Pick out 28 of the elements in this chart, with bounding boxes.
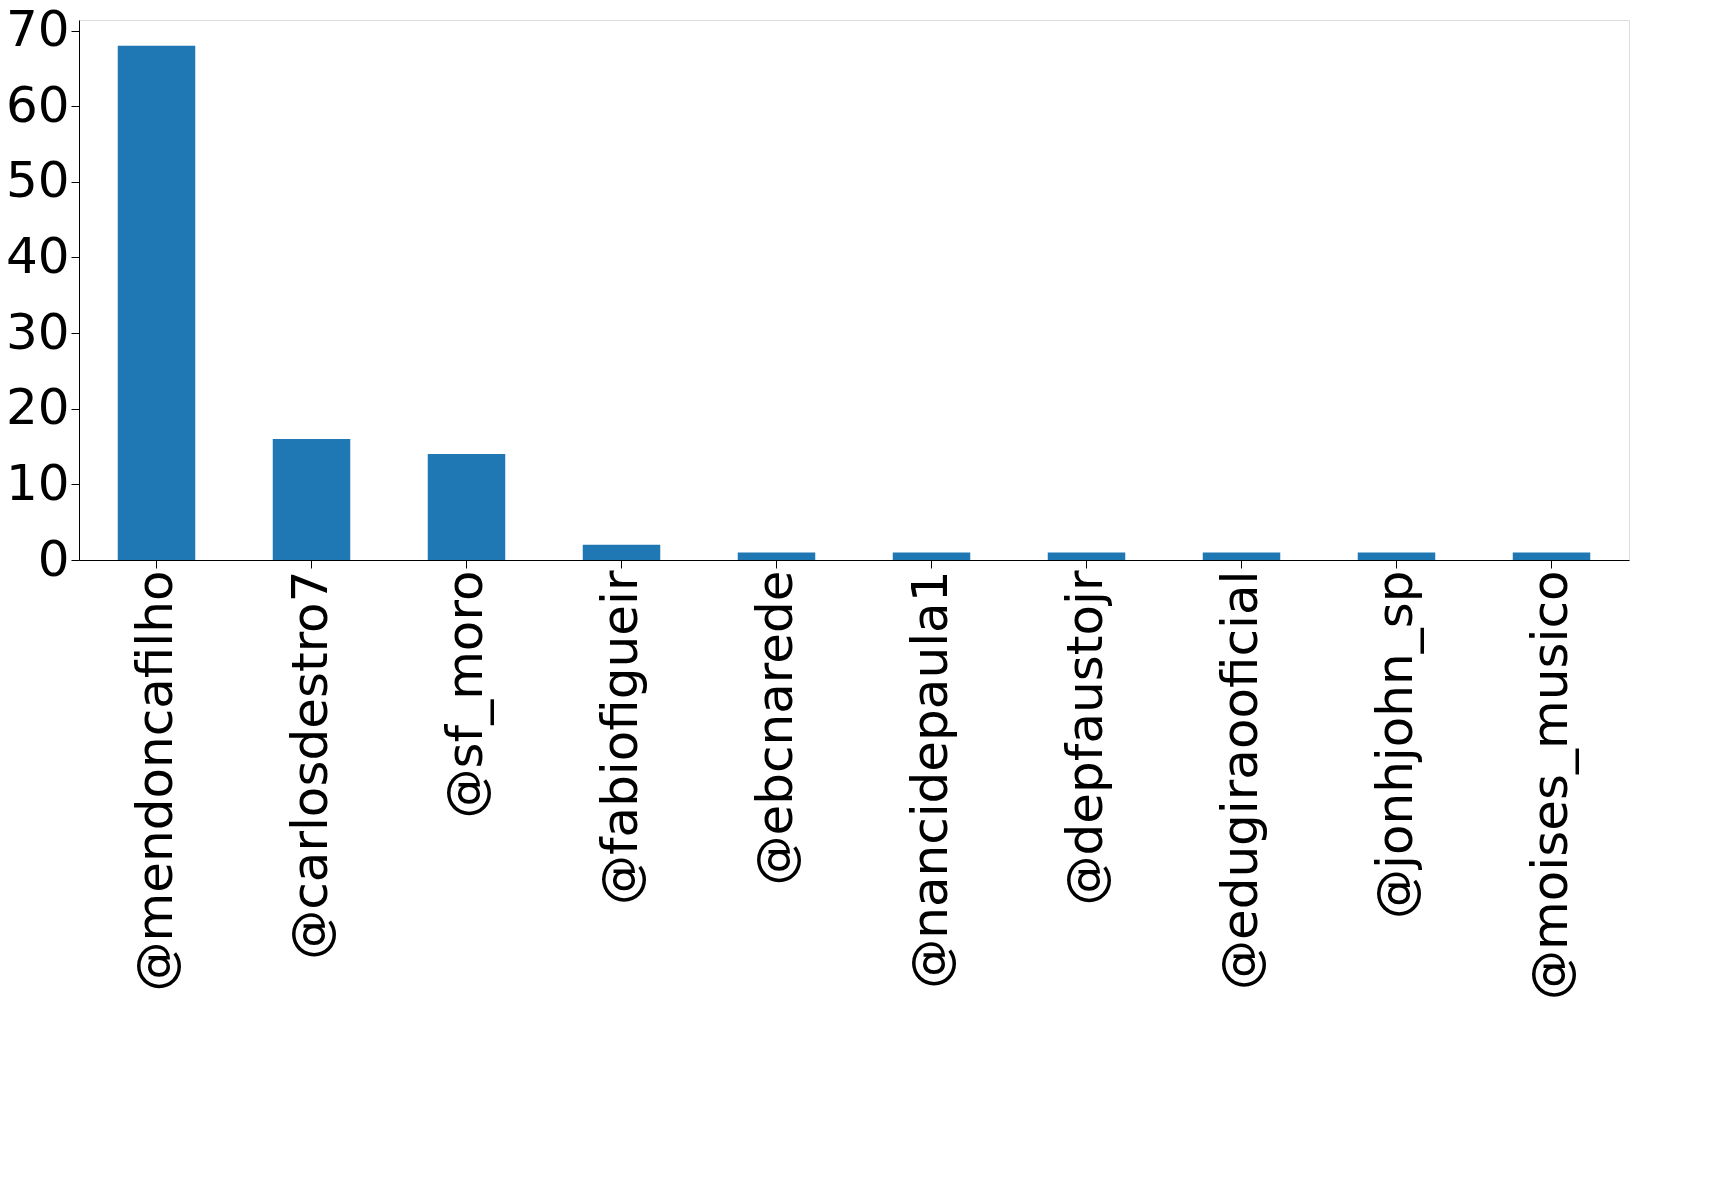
bar bbox=[1512, 552, 1591, 560]
x-tick-label: @depfaustojr bbox=[1055, 570, 1114, 906]
bar bbox=[427, 454, 506, 560]
x-tick-label: @jonhjohn_sp bbox=[1365, 570, 1424, 920]
y-tick-label: 40 bbox=[5, 226, 70, 285]
x-tick-label: @edugiraooficial bbox=[1210, 570, 1269, 991]
bar bbox=[1202, 552, 1281, 560]
bar bbox=[1047, 552, 1126, 560]
x-tick-label: @moises_musico bbox=[1520, 570, 1579, 1000]
bar bbox=[582, 544, 661, 560]
y-tick-label: 70 bbox=[5, 0, 70, 59]
bar bbox=[117, 45, 196, 560]
y-tick-label: 60 bbox=[5, 75, 70, 134]
y-tick-label: 10 bbox=[5, 453, 70, 512]
y-tick-label: 0 bbox=[37, 529, 70, 588]
bar bbox=[892, 552, 971, 560]
x-tick-label: @mendoncafilho bbox=[125, 570, 184, 992]
x-tick-label: @carlosdestro7 bbox=[280, 570, 339, 960]
y-tick-label: 20 bbox=[5, 378, 70, 437]
x-tick-label: @fabiofigueir bbox=[590, 570, 649, 906]
bar bbox=[1357, 552, 1436, 560]
y-tick-label: 50 bbox=[5, 151, 70, 210]
x-tick-label: @sf_moro bbox=[435, 570, 494, 819]
x-tick-label: @ebcnarede bbox=[745, 570, 804, 886]
x-tick-label: @nancidepaula1 bbox=[900, 570, 959, 989]
y-tick-label: 30 bbox=[5, 302, 70, 361]
bar bbox=[272, 438, 351, 560]
bar bbox=[737, 552, 816, 560]
